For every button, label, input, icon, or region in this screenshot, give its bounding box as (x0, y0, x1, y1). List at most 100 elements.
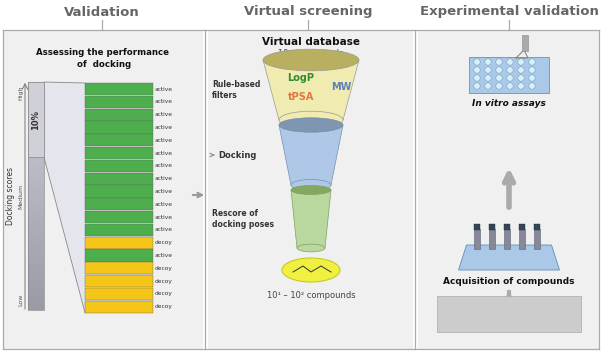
Bar (28, 158, 44, 166)
Bar (28, 120, 44, 128)
Circle shape (474, 59, 480, 65)
Bar (437, 296, 581, 332)
Bar (28, 234, 44, 242)
Circle shape (485, 83, 491, 89)
Circle shape (485, 67, 491, 73)
Circle shape (496, 59, 502, 65)
Bar (85, 211, 153, 223)
Circle shape (496, 67, 502, 73)
Text: Virtual database: Virtual database (262, 37, 360, 47)
Text: Final analysis
and hit selection: Final analysis and hit selection (477, 303, 541, 325)
Circle shape (529, 75, 535, 81)
Bar (474, 229, 480, 249)
Text: active: active (155, 227, 173, 232)
Text: decoy: decoy (155, 240, 173, 245)
Circle shape (518, 75, 524, 81)
Bar (28, 82, 44, 90)
Text: Acquisition of compounds: Acquisition of compounds (443, 277, 575, 287)
Bar (28, 143, 44, 151)
Circle shape (518, 67, 524, 73)
Ellipse shape (263, 49, 359, 71)
Bar (3, 30, 203, 349)
Bar (85, 275, 153, 287)
Bar (488, 224, 494, 230)
Bar (28, 241, 44, 250)
Bar (28, 112, 44, 120)
Bar (85, 224, 153, 236)
Bar (28, 196, 44, 204)
Polygon shape (469, 57, 549, 93)
Bar (28, 90, 44, 98)
Circle shape (518, 59, 524, 65)
Bar (28, 135, 44, 143)
Circle shape (496, 75, 502, 81)
Bar (28, 249, 44, 257)
Polygon shape (291, 190, 331, 248)
Circle shape (529, 67, 535, 73)
Text: active: active (155, 215, 173, 220)
Text: Low: Low (19, 294, 23, 306)
Bar (85, 147, 153, 159)
Text: Medium: Medium (19, 183, 23, 209)
Circle shape (485, 75, 491, 81)
Bar (28, 302, 44, 310)
Polygon shape (44, 82, 85, 313)
Bar (28, 219, 44, 227)
Circle shape (496, 83, 502, 89)
Circle shape (518, 83, 524, 89)
Ellipse shape (291, 180, 331, 190)
Text: tPSA: tPSA (288, 92, 314, 102)
Circle shape (507, 67, 513, 73)
Text: active: active (155, 138, 173, 143)
Text: 10¹ – 10² compounds: 10¹ – 10² compounds (267, 291, 355, 301)
Text: active: active (155, 151, 173, 156)
Text: active: active (155, 189, 173, 194)
Text: 10⁷ compounds: 10⁷ compounds (278, 49, 344, 57)
Bar (28, 105, 44, 113)
Bar (28, 82, 44, 157)
Bar (28, 211, 44, 219)
Circle shape (529, 59, 535, 65)
Bar (85, 160, 153, 172)
Bar (28, 181, 44, 189)
Bar (28, 203, 44, 212)
Text: Docking scores: Docking scores (7, 167, 16, 225)
Bar (85, 288, 153, 300)
Ellipse shape (279, 118, 343, 132)
Text: MW: MW (331, 82, 351, 92)
Bar (85, 172, 153, 185)
Bar (533, 224, 539, 230)
Bar (474, 224, 480, 230)
Text: 10%: 10% (31, 109, 40, 130)
Text: In vitro assays: In vitro assays (472, 99, 546, 107)
Text: active: active (155, 99, 173, 105)
Polygon shape (263, 60, 359, 120)
Bar (28, 272, 44, 280)
Bar (28, 279, 44, 288)
Bar (28, 257, 44, 265)
Bar (522, 35, 528, 51)
Ellipse shape (297, 244, 325, 252)
Bar (28, 165, 44, 174)
Bar (28, 188, 44, 196)
Circle shape (474, 75, 480, 81)
Bar (518, 229, 524, 249)
Text: active: active (155, 87, 173, 92)
Text: active: active (155, 163, 173, 168)
Ellipse shape (282, 258, 340, 282)
Text: LogP: LogP (288, 73, 314, 83)
Text: Rule-based
filters: Rule-based filters (212, 80, 261, 100)
Text: active: active (155, 202, 173, 207)
Polygon shape (459, 245, 559, 270)
Bar (503, 229, 509, 249)
Text: decoy: decoy (155, 266, 173, 271)
Text: decoy: decoy (155, 304, 173, 309)
Circle shape (474, 83, 480, 89)
Text: active: active (155, 253, 173, 258)
Bar (85, 134, 153, 146)
Bar (488, 229, 494, 249)
Text: Virtual screening: Virtual screening (244, 6, 372, 19)
Circle shape (507, 75, 513, 81)
Text: active: active (155, 176, 173, 181)
Text: active: active (155, 125, 173, 130)
